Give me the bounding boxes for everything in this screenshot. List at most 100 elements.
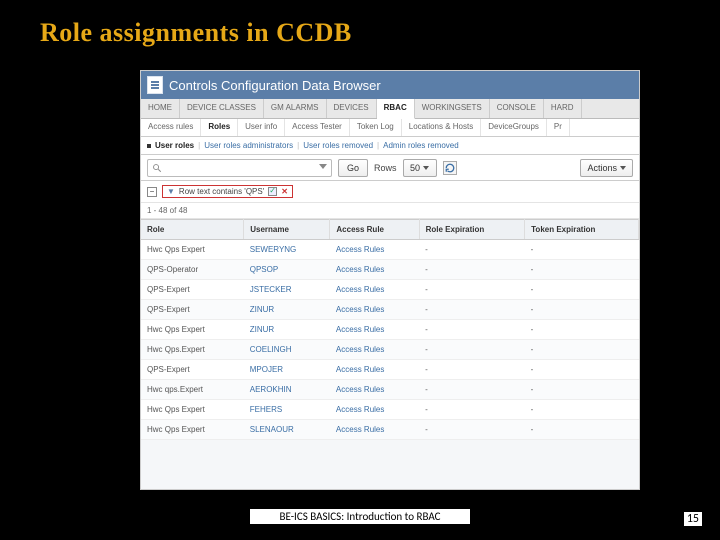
secondary-tabs: Access rules Roles User info Access Test… (141, 119, 639, 137)
filter-chip[interactable]: ▼ Row text contains 'QPS' ✕ (162, 185, 293, 198)
subtab-device-groups[interactable]: DeviceGroups (481, 119, 547, 136)
chevron-down-icon (319, 164, 327, 172)
result-count: 1 - 48 of 48 (141, 203, 639, 219)
cell-token-exp: - (525, 260, 639, 280)
cell-role: Hwc Qps Expert (141, 400, 244, 420)
cell-access-rule[interactable]: Access Rules (330, 260, 419, 280)
cell-role: Hwc Qps Expert (141, 420, 244, 440)
page-number: 15 (684, 512, 702, 526)
link-admin-roles-removed[interactable]: Admin roles removed (383, 141, 459, 150)
cell-token-exp: - (525, 280, 639, 300)
cell-role: Hwc qps.Expert (141, 380, 244, 400)
slide-title: Role assignments in CCDB (40, 18, 352, 48)
actions-menu[interactable]: Actions (580, 159, 633, 177)
cell-token-exp: - (525, 340, 639, 360)
search-input[interactable] (147, 159, 332, 177)
col-access-rule[interactable]: Access Rule (330, 220, 419, 240)
cell-token-exp: - (525, 320, 639, 340)
separator: | (377, 141, 379, 150)
link-user-roles-admins[interactable]: User roles administrators (204, 141, 293, 150)
table-row[interactable]: Hwc qps.ExpertAEROKHINAccess Rules-- (141, 380, 639, 400)
cell-token-exp: - (525, 240, 639, 260)
link-user-roles-removed[interactable]: User roles removed (303, 141, 373, 150)
refresh-button[interactable] (443, 161, 457, 175)
cell-access-rule[interactable]: Access Rules (330, 400, 419, 420)
table-row[interactable]: Hwc Qps.ExpertCOELINGHAccess Rules-- (141, 340, 639, 360)
cell-role: QPS-Operator (141, 260, 244, 280)
chevron-down-icon (620, 166, 626, 170)
cell-access-rule[interactable]: Access Rules (330, 240, 419, 260)
cell-role-exp: - (419, 300, 525, 320)
cell-access-rule[interactable]: Access Rules (330, 300, 419, 320)
table-row[interactable]: Hwc Qps ExpertZINURAccess Rules-- (141, 320, 639, 340)
table-row[interactable]: Hwc Qps ExpertSEWERYNGAccess Rules-- (141, 240, 639, 260)
table-row[interactable]: Hwc Qps ExpertSLENAOURAccess Rules-- (141, 420, 639, 440)
app-header: Controls Configuration Data Browser (141, 71, 639, 99)
cell-role: Hwc Qps.Expert (141, 340, 244, 360)
tab-rbac[interactable]: RBAC (377, 99, 415, 119)
cell-access-rule[interactable]: Access Rules (330, 420, 419, 440)
subtab-access-rules[interactable]: Access rules (141, 119, 201, 136)
cell-username[interactable]: JSTECKER (244, 280, 330, 300)
filter-row: − ▼ Row text contains 'QPS' ✕ (141, 181, 639, 203)
cell-username[interactable]: ZINUR (244, 320, 330, 340)
subtab-access-tester[interactable]: Access Tester (285, 119, 350, 136)
cell-access-rule[interactable]: Access Rules (330, 280, 419, 300)
tab-home[interactable]: HOME (141, 99, 180, 118)
cell-access-rule[interactable]: Access Rules (330, 380, 419, 400)
cell-token-exp: - (525, 380, 639, 400)
app-title: Controls Configuration Data Browser (169, 78, 381, 93)
tab-console[interactable]: CONSOLE (490, 99, 544, 118)
go-button[interactable]: Go (338, 159, 368, 177)
cell-username[interactable]: AEROKHIN (244, 380, 330, 400)
separator: | (297, 141, 299, 150)
cell-token-exp: - (525, 400, 639, 420)
expand-button[interactable]: − (147, 187, 157, 197)
cell-access-rule[interactable]: Access Rules (330, 320, 419, 340)
cell-role: Hwc Qps Expert (141, 240, 244, 260)
rows-select[interactable]: 50 (403, 159, 437, 177)
tab-device-classes[interactable]: DEVICE CLASSES (180, 99, 264, 118)
primary-tabs: HOME DEVICE CLASSES GM ALARMS DEVICES RB… (141, 99, 639, 119)
cell-username[interactable]: MPOJER (244, 360, 330, 380)
cell-access-rule[interactable]: Access Rules (330, 340, 419, 360)
tab-workingsets[interactable]: WORKINGSETS (415, 99, 490, 118)
tab-gm-alarms[interactable]: GM ALARMS (264, 99, 327, 118)
cell-username[interactable]: FEHERS (244, 400, 330, 420)
subtab-roles[interactable]: Roles (201, 119, 238, 136)
subtab-locations-hosts[interactable]: Locations & Hosts (402, 119, 481, 136)
cell-token-exp: - (525, 420, 639, 440)
actions-label: Actions (587, 163, 617, 173)
refresh-icon (445, 163, 455, 173)
tab-hard[interactable]: HARD (544, 99, 582, 118)
col-role-expiration[interactable]: Role Expiration (419, 220, 525, 240)
cell-role: QPS-Expert (141, 300, 244, 320)
app-screenshot: Controls Configuration Data Browser HOME… (140, 70, 640, 490)
cell-role-exp: - (419, 280, 525, 300)
table-row[interactable]: Hwc Qps ExpertFEHERSAccess Rules-- (141, 400, 639, 420)
cell-username[interactable]: ZINUR (244, 300, 330, 320)
cell-role-exp: - (419, 340, 525, 360)
table-row[interactable]: QPS-ExpertJSTECKERAccess Rules-- (141, 280, 639, 300)
cell-role-exp: - (419, 400, 525, 420)
subtab-pr[interactable]: Pr (547, 119, 570, 136)
cell-username[interactable]: SEWERYNG (244, 240, 330, 260)
subtab-user-info[interactable]: User info (238, 119, 285, 136)
cell-token-exp: - (525, 360, 639, 380)
cell-username[interactable]: COELINGH (244, 340, 330, 360)
cell-role: Hwc Qps Expert (141, 320, 244, 340)
cell-username[interactable]: SLENAOUR (244, 420, 330, 440)
tab-devices[interactable]: DEVICES (327, 99, 377, 118)
table-row[interactable]: QPS-ExpertMPOJERAccess Rules-- (141, 360, 639, 380)
col-username[interactable]: Username (244, 220, 330, 240)
filter-checkbox[interactable] (268, 187, 277, 196)
cell-access-rule[interactable]: Access Rules (330, 360, 419, 380)
remove-filter-icon[interactable]: ✕ (281, 187, 288, 196)
rows-value: 50 (410, 163, 420, 173)
cell-username[interactable]: QPSOP (244, 260, 330, 280)
table-row[interactable]: QPS-OperatorQPSOPAccess Rules-- (141, 260, 639, 280)
col-token-expiration[interactable]: Token Expiration (525, 220, 639, 240)
col-role[interactable]: Role (141, 220, 244, 240)
table-row[interactable]: QPS-ExpertZINURAccess Rules-- (141, 300, 639, 320)
subtab-token-log[interactable]: Token Log (350, 119, 402, 136)
